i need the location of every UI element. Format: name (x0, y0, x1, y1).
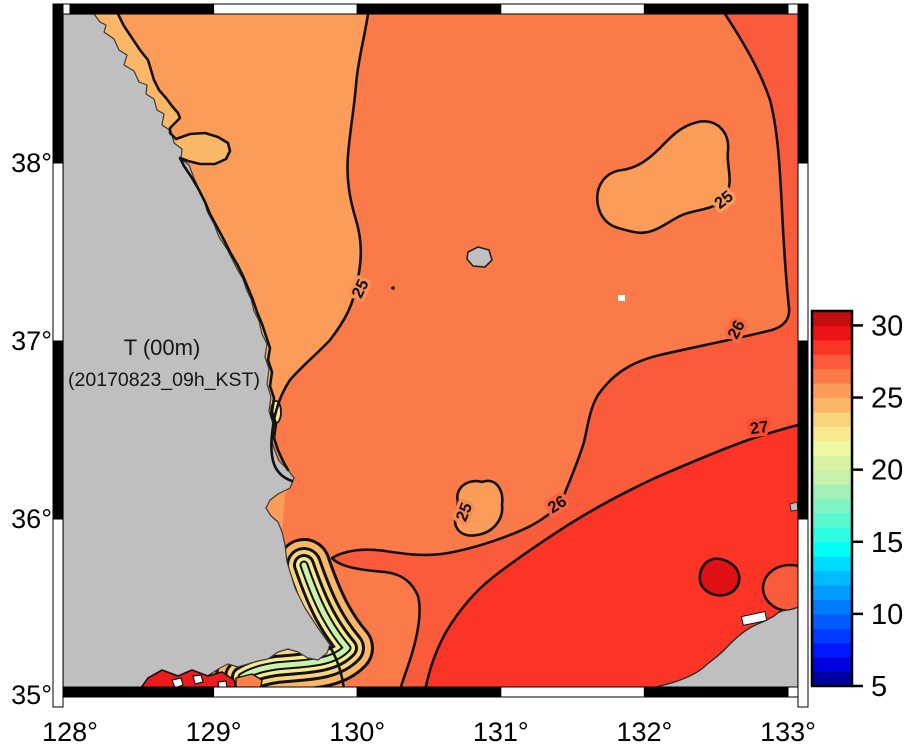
colorbar-band (812, 354, 852, 370)
colorbar-band (812, 339, 852, 355)
colorbar-band (812, 455, 852, 471)
oki-islet (789, 501, 798, 512)
x-tick-label: 130° (329, 717, 385, 744)
dokdo-islet (618, 295, 625, 301)
colorbar-band (812, 484, 852, 499)
map-frame (52, 3, 809, 708)
warm-core-28-contour (698, 557, 741, 597)
frame-tick-top (62, 3, 71, 15)
colorbar-band (812, 512, 852, 528)
colorbar-tick-label: 20 (871, 455, 903, 487)
land-korea (63, 14, 331, 697)
contour-26-line (330, 14, 791, 697)
colorbar-band (812, 498, 852, 514)
frame-tick-top (69, 3, 215, 15)
sea-region-27-28 (424, 425, 798, 697)
x-tick-label: 132° (616, 717, 672, 744)
frame-tick-left (52, 3, 64, 164)
map-title-annotation: T (00m) (124, 335, 201, 360)
cool-patch-25-center (453, 479, 504, 537)
frame-tick-bottom (643, 686, 789, 698)
colorbar-tick-label: 15 (871, 527, 903, 559)
colorbar-band (812, 599, 852, 615)
colorbar-band (812, 397, 852, 413)
upwelling-band-stack (215, 538, 374, 697)
frame-tick-left (52, 162, 64, 342)
frame-tick-right (797, 162, 809, 342)
contour-24-line (116, 14, 290, 472)
frame-tick-top (213, 3, 358, 15)
frame-tick-right (797, 518, 809, 708)
map-timestamp-annotation: (20170823_09h_KST) (68, 369, 260, 391)
cool-spot-27-contour (761, 563, 798, 613)
frame-tick-bottom (69, 686, 215, 698)
contour-27-line (422, 423, 798, 697)
x-axis-labels: 128° 129° 130° 131° 132° 133° (42, 717, 816, 744)
frame-tick-bottom (213, 686, 358, 698)
frame-tick-bottom (787, 686, 799, 698)
frame-tick-left (52, 518, 64, 708)
contour-label: 27 (749, 418, 770, 438)
colorbar-band (812, 570, 852, 586)
contour-25-line (270, 14, 370, 483)
colorbar-band (812, 642, 852, 658)
x-tick-label: 129° (186, 717, 242, 744)
colorbar-frame (810, 309, 854, 688)
ulleungdo-island (466, 246, 493, 268)
x-tick-label: 128° (42, 717, 98, 744)
frame-tick-top (787, 3, 799, 15)
y-axis-labels: 38° 37° 36° 35° (11, 148, 52, 710)
colorbar-band (812, 325, 852, 341)
frame-tick-right (797, 340, 809, 520)
colorbar-tick-label: 10 (871, 599, 903, 631)
colorbar-band (812, 628, 852, 644)
colorbar-band (812, 383, 852, 399)
y-tick-label: 35° (11, 680, 52, 710)
frame-tick-bottom (62, 686, 71, 698)
x-tick-label: 133° (760, 717, 816, 744)
frame-tick-bottom (500, 686, 645, 698)
frame-tick-left (52, 340, 64, 520)
colorbar-band (812, 368, 852, 384)
colorbar-tick-label: 25 (871, 383, 903, 415)
colorbar-tick-label: 30 (871, 310, 903, 342)
frame-tick-right (797, 3, 809, 164)
colorbar-band (812, 440, 852, 456)
y-tick-label: 36° (11, 504, 52, 534)
contour-lines (116, 14, 798, 697)
japan-lagoon (740, 610, 768, 626)
colorbar-band (812, 527, 852, 543)
colorbar: 30 25 20 15 10 5 (810, 309, 903, 703)
frame-tick-top (643, 3, 789, 15)
colorbar-band (812, 613, 852, 629)
colorbar-band (812, 556, 852, 572)
frame-tick-top (500, 3, 645, 15)
frame-tick-top (356, 3, 502, 15)
colorbar-band (812, 541, 852, 557)
cool-patch-25-northeast (595, 120, 731, 235)
contour-dot (391, 286, 395, 290)
colorbar-tick-label: 5 (871, 671, 887, 703)
colorbar-band (812, 411, 852, 427)
colorbar-band (812, 311, 852, 326)
frame-tick-bottom (356, 686, 502, 698)
colorbar-band (812, 585, 852, 600)
colorbar-band (812, 671, 852, 687)
x-tick-label: 131° (473, 717, 529, 744)
colorbar-band (812, 469, 852, 485)
y-tick-label: 38° (11, 148, 52, 178)
colorbar-band (812, 426, 852, 442)
colorbar-band (812, 657, 852, 673)
y-tick-label: 37° (11, 326, 52, 356)
